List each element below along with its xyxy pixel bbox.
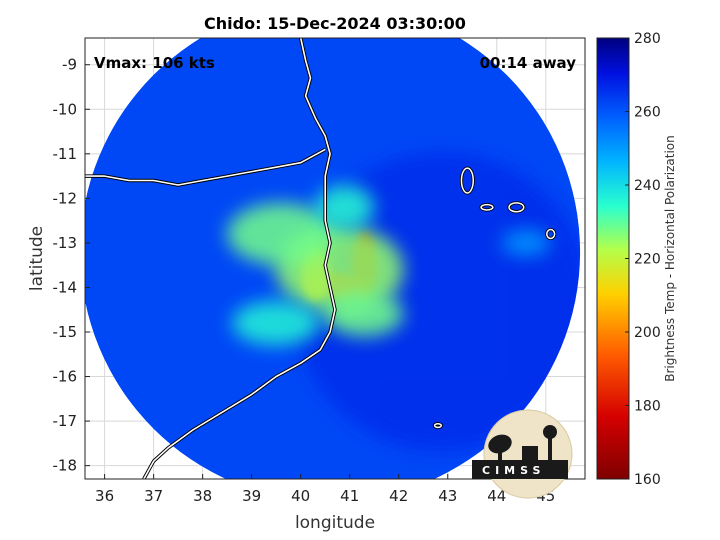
colorbar-ticks: 280 260 240 220 200 180 160	[625, 31, 661, 488]
x-axis-ticks: 36 37 38 39 40 41 42 43 44 45	[95, 474, 555, 505]
logo-text: CIMSS	[482, 464, 545, 477]
x-axis-label: longitude	[295, 513, 375, 533]
x-tick-label: 43	[438, 487, 457, 505]
island	[433, 423, 443, 429]
x-tick-label: 42	[389, 487, 408, 505]
y-tick-label: -9	[62, 56, 77, 74]
y-tick-label: -15	[53, 323, 78, 341]
x-tick-label: 41	[340, 487, 359, 505]
swath-inner	[85, 38, 581, 479]
plot-frame	[84, 37, 586, 480]
y-tick-label: -14	[53, 278, 78, 296]
x-tick-label: 44	[487, 487, 506, 505]
rain-band	[232, 300, 321, 346]
cimss-logo: CIMSS	[472, 409, 573, 499]
x-tick-label: 38	[193, 487, 212, 505]
logo-banner	[472, 460, 568, 479]
tower-leg	[548, 438, 552, 460]
y-tick-label: -11	[53, 145, 78, 163]
y-axis-label: latitude	[27, 226, 47, 291]
island	[460, 167, 474, 194]
colorbar-tick-label: 160	[634, 472, 661, 488]
colorbar	[596, 37, 630, 480]
x-tick-label: 40	[291, 487, 310, 505]
y-tick-label: -10	[53, 100, 78, 118]
x-tick-label: 37	[144, 487, 163, 505]
x-tick-label: 39	[242, 487, 261, 505]
y-tick-label: -16	[53, 368, 78, 386]
time-away-annotation: 00:14 away	[480, 54, 577, 72]
building-icon	[522, 446, 538, 460]
y-axis-ticks: -9 -10 -11 -12 -13 -14 -15 -16 -17 -18	[53, 56, 90, 475]
colorbar-tick-label: 220	[634, 252, 661, 268]
coastlines	[85, 38, 557, 479]
colorbar-tick-label: 260	[634, 105, 661, 121]
brightness-swath	[85, 38, 581, 479]
rain-bands	[227, 185, 551, 346]
colorbar-tick-label: 180	[634, 399, 661, 415]
swath-ocean-tone	[292, 151, 581, 452]
y-tick-label: -18	[53, 457, 78, 475]
island	[546, 228, 556, 240]
colorbar-tick-label: 240	[634, 178, 661, 194]
x-tick-label: 36	[95, 487, 114, 505]
coastline	[85, 148, 326, 186]
y-tick-label: -13	[53, 234, 78, 252]
colorbar-tick-label: 280	[634, 31, 661, 47]
water-tower-icon	[543, 425, 557, 439]
island	[508, 202, 525, 213]
colorbar-tick-label: 200	[634, 325, 661, 341]
island	[480, 203, 494, 211]
y-tick-label: -17	[53, 412, 78, 430]
rain-band	[227, 202, 335, 266]
rain-band	[315, 185, 375, 230]
dish-stand	[498, 448, 502, 460]
colorbar-label: Brightness Temp - Horizontal Polarizatio…	[663, 135, 677, 382]
coastline	[143, 38, 336, 479]
rain-band	[325, 291, 404, 337]
chart-title: Chido: 15-Dec-2024 03:30:00	[204, 14, 466, 33]
vmax-annotation: Vmax: 106 kts	[94, 54, 215, 72]
rain-band	[501, 229, 551, 257]
y-tick-label: -12	[53, 189, 78, 207]
satellite-dish-icon	[488, 434, 512, 454]
